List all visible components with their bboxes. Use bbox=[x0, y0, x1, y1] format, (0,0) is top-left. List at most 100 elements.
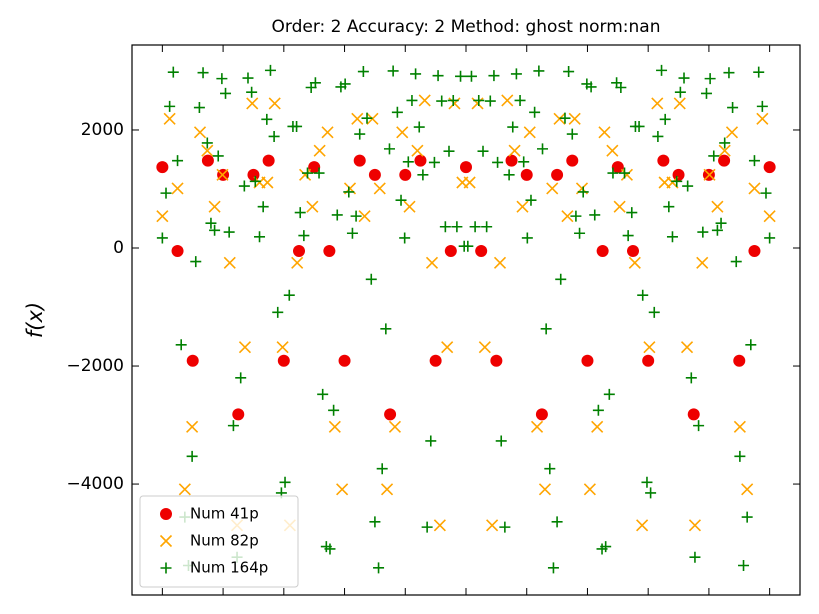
point bbox=[756, 112, 769, 125]
point bbox=[365, 273, 377, 285]
point bbox=[648, 306, 660, 318]
point bbox=[693, 420, 705, 432]
point bbox=[396, 126, 409, 139]
point bbox=[376, 463, 388, 475]
point bbox=[628, 256, 641, 269]
point bbox=[328, 420, 341, 433]
point bbox=[403, 200, 416, 213]
point bbox=[463, 176, 476, 189]
point bbox=[186, 354, 199, 367]
point bbox=[530, 420, 544, 433]
point bbox=[503, 169, 515, 181]
point bbox=[361, 112, 373, 124]
point bbox=[596, 244, 609, 257]
point bbox=[469, 221, 481, 233]
point bbox=[208, 200, 221, 213]
point bbox=[317, 388, 329, 400]
point bbox=[216, 168, 229, 181]
point bbox=[205, 217, 217, 229]
point bbox=[733, 354, 746, 367]
point bbox=[540, 323, 552, 335]
point bbox=[167, 66, 179, 78]
point bbox=[384, 408, 397, 421]
point bbox=[291, 256, 304, 269]
point bbox=[688, 519, 702, 532]
point bbox=[486, 519, 499, 532]
point bbox=[410, 68, 422, 80]
point bbox=[247, 168, 260, 181]
point bbox=[492, 156, 504, 168]
legend-marker bbox=[160, 508, 172, 520]
point bbox=[674, 86, 686, 98]
point bbox=[163, 112, 176, 125]
point bbox=[627, 244, 639, 257]
point bbox=[711, 224, 723, 236]
point bbox=[760, 187, 772, 199]
point bbox=[368, 168, 381, 181]
point bbox=[257, 201, 269, 213]
point bbox=[414, 154, 427, 167]
point bbox=[477, 145, 489, 157]
point bbox=[262, 154, 275, 167]
point bbox=[308, 161, 321, 174]
point bbox=[711, 200, 724, 213]
point bbox=[756, 100, 768, 112]
point bbox=[697, 226, 709, 238]
point bbox=[488, 70, 500, 82]
point bbox=[725, 126, 739, 139]
point bbox=[387, 65, 399, 77]
point bbox=[745, 339, 757, 351]
point bbox=[172, 155, 184, 167]
point bbox=[373, 182, 386, 195]
point bbox=[508, 144, 521, 157]
point bbox=[499, 521, 511, 533]
point bbox=[741, 511, 753, 523]
point bbox=[428, 156, 440, 168]
point bbox=[436, 95, 448, 107]
point bbox=[223, 226, 235, 238]
point bbox=[171, 244, 184, 257]
point bbox=[242, 72, 254, 84]
point bbox=[402, 156, 414, 168]
point bbox=[357, 66, 369, 78]
point bbox=[574, 227, 586, 239]
point bbox=[373, 562, 385, 574]
point bbox=[220, 87, 232, 99]
point bbox=[535, 408, 548, 421]
point bbox=[277, 354, 290, 367]
point bbox=[718, 154, 731, 167]
point bbox=[447, 94, 459, 106]
legend-marker bbox=[159, 534, 173, 548]
point bbox=[510, 68, 522, 80]
point bbox=[164, 100, 176, 112]
point bbox=[411, 144, 424, 157]
point bbox=[346, 227, 358, 239]
point bbox=[238, 341, 252, 354]
point bbox=[678, 72, 690, 84]
point bbox=[268, 97, 281, 110]
point bbox=[505, 154, 518, 167]
legend-label: Num 82p bbox=[190, 532, 259, 550]
point bbox=[671, 175, 683, 187]
point bbox=[520, 168, 533, 181]
point bbox=[672, 168, 685, 181]
point bbox=[443, 145, 455, 157]
point bbox=[555, 273, 567, 285]
point bbox=[689, 551, 701, 563]
point bbox=[592, 404, 604, 416]
point bbox=[261, 113, 273, 125]
point bbox=[563, 66, 575, 78]
point bbox=[272, 306, 284, 318]
point bbox=[279, 476, 291, 488]
point bbox=[748, 182, 761, 195]
point bbox=[533, 65, 545, 77]
point bbox=[465, 70, 477, 82]
point bbox=[566, 128, 578, 140]
point bbox=[727, 102, 739, 114]
point bbox=[223, 256, 236, 269]
point bbox=[395, 194, 407, 206]
point bbox=[551, 516, 563, 528]
point bbox=[478, 341, 491, 354]
